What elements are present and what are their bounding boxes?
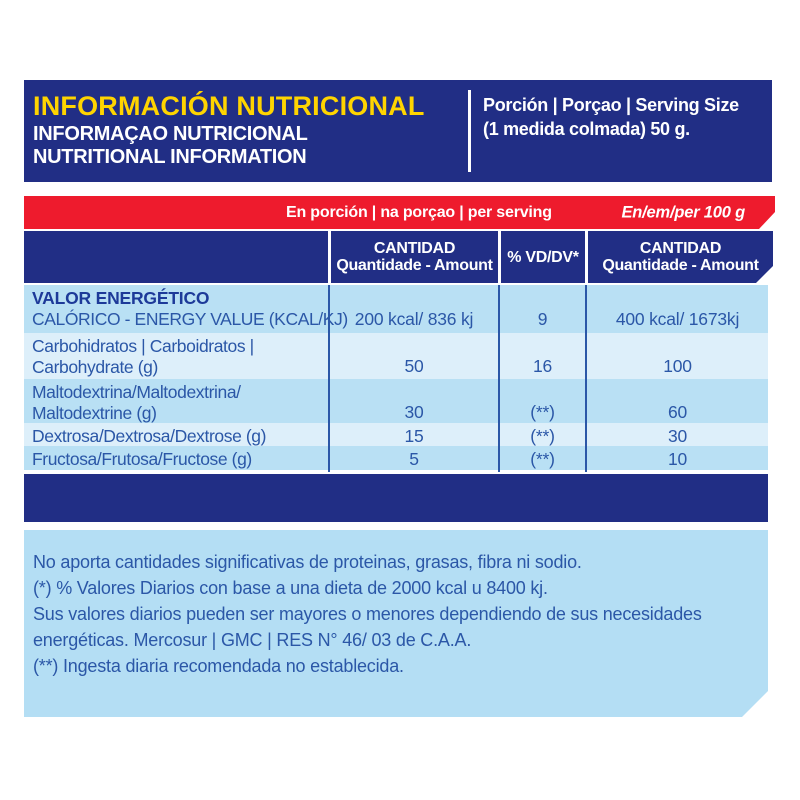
row-label: Carbohidratos | Carboidratos | Carbohydr…: [24, 333, 328, 380]
qty-serving-line2: Quantidade - Amount: [336, 257, 493, 274]
row-label-line1: Dextrosa/Dextrosa/Dextrose (g): [32, 426, 267, 446]
value-daily: (**): [498, 446, 585, 472]
value-per-serving: 30: [328, 379, 498, 426]
row-label-line2: Maltodextrine (g): [32, 403, 157, 423]
value-per-100g: 100: [585, 333, 768, 380]
row-label: Fructosa/Frutosa/Fructose (g): [24, 446, 328, 472]
value-daily: (**): [498, 423, 585, 449]
row-label: VALOR ENERGÉTICO CALÓRICO - ENERGY VALUE…: [24, 285, 348, 333]
column-header-qty-serving: CANTIDAD Quantidade - Amount: [328, 231, 498, 283]
value-per-serving: 15: [328, 423, 498, 449]
value-per-100g: 400 kcal/ 1673kj: [585, 285, 768, 333]
title-english: NUTRITIONAL INFORMATION: [33, 146, 307, 168]
footnote-mercosur: Sus valores diarios pueden ser mayores o…: [33, 604, 702, 650]
column-header-qty-100g: CANTIDAD Quantidade - Amount: [585, 231, 773, 283]
serving-size-block: Porción | Porçao | Serving Size (1 medid…: [483, 94, 739, 140]
column-header-daily-value: % VD/DV*: [498, 231, 585, 283]
footnote-intake: (**) Ingesta diaria recomendada no estab…: [33, 656, 404, 676]
table-row-maltodextrine: Maltodextrina/Maltodextrina/ Maltodextri…: [24, 379, 768, 426]
row-label: Dextrosa/Dextrosa/Dextrose (g): [24, 423, 328, 449]
column-header-bar: CANTIDAD Quantidade - Amount % VD/DV* CA…: [24, 231, 773, 283]
serving-size-value: (1 medida colmada) 50 g.: [483, 119, 690, 139]
value-per-100g: 30: [585, 423, 768, 449]
qty-100g-line1: CANTIDAD: [639, 240, 722, 257]
row-label-line2: CALÓRICO - ENERGY VALUE (KCAL/KJ): [32, 309, 348, 329]
row-label-line2: Carbohydrate (g): [32, 357, 158, 377]
value-daily: (**): [498, 379, 585, 426]
value-per-serving: 5: [328, 446, 498, 472]
table-row-dextrose: Dextrosa/Dextrosa/Dextrose (g) 15 (**) 3…: [24, 423, 768, 449]
value-daily: 16: [498, 333, 585, 380]
value-daily: 9: [498, 285, 585, 333]
value-per-100g: 60: [585, 379, 768, 426]
per-100g-label: En/em/per 100 g: [621, 203, 745, 221]
footnote-daily-values: (*) % Valores Diarios con base a una die…: [33, 578, 548, 598]
qty-serving-line1: CANTIDAD: [373, 240, 456, 257]
table-row-energy: VALOR ENERGÉTICO CALÓRICO - ENERGY VALUE…: [24, 285, 768, 333]
title-portuguese: INFORMAÇAO NUTRICIONAL: [33, 123, 308, 145]
value-per-serving: 200 kcal/ 836 kj: [328, 285, 498, 333]
table-row-fructose: Fructosa/Frutosa/Fructose (g) 5 (**) 10: [24, 446, 768, 472]
footnotes-panel: No aporta cantidades significativas de p…: [24, 530, 768, 717]
header-divider: [468, 90, 471, 172]
value-per-serving: 50: [328, 333, 498, 380]
row-label-line1: Maltodextrina/Maltodextrina/: [32, 382, 241, 402]
row-label-line1: Carbohidratos | Carboidratos |: [32, 336, 254, 356]
per-serving-bar: En porción | na porçao | per serving En/…: [24, 196, 775, 229]
row-label-line1: Fructosa/Frutosa/Fructose (g): [32, 449, 252, 469]
serving-size-label: Porción | Porçao | Serving Size: [483, 95, 739, 115]
title-spanish: INFORMACIÓN NUTRICIONAL: [33, 91, 425, 121]
row-label: Maltodextrina/Maltodextrina/ Maltodextri…: [24, 379, 328, 426]
separator-bar: [24, 474, 768, 522]
row-label-line1: VALOR ENERGÉTICO: [32, 288, 210, 308]
daily-value-label: % VD/DV*: [507, 248, 579, 266]
value-per-100g: 10: [585, 446, 768, 472]
nutrition-table: VALOR ENERGÉTICO CALÓRICO - ENERGY VALUE…: [24, 285, 768, 472]
column-header-empty: [24, 231, 328, 283]
table-row-carbohydrate: Carbohidratos | Carboidratos | Carbohydr…: [24, 333, 768, 380]
per-serving-label: En porción | na porçao | per serving: [286, 203, 552, 221]
header-bar: INFORMACIÓN NUTRICIONAL INFORMAÇAO NUTRI…: [24, 80, 772, 182]
qty-100g-line2: Quantidade - Amount: [602, 257, 759, 274]
footnote-no-significant: No aporta cantidades significativas de p…: [33, 552, 582, 572]
header-titles: INFORMACIÓN NUTRICIONAL INFORMAÇAO NUTRI…: [33, 91, 425, 167]
